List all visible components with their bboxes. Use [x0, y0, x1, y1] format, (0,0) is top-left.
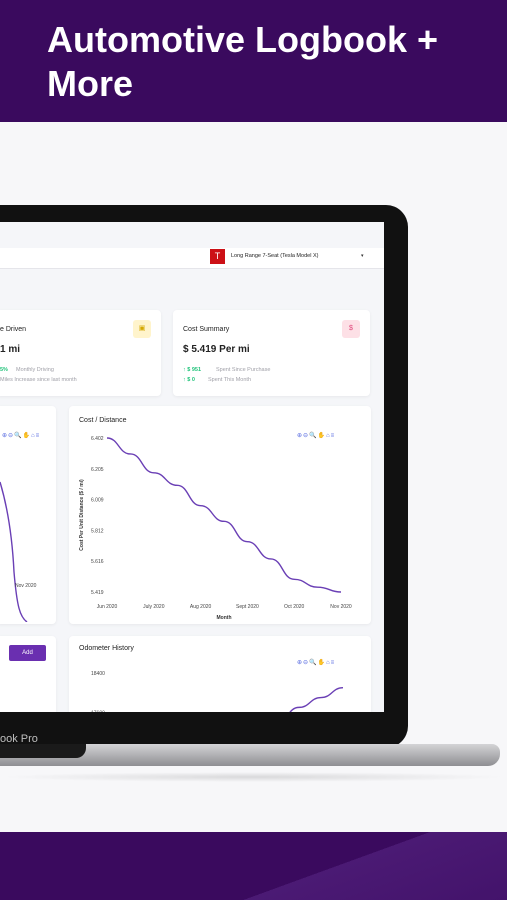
x-tick-label: Jun 2020: [97, 604, 118, 610]
odometer-chart: 18400 17600: [91, 671, 344, 712]
monthly-driving-value: 5%: [0, 367, 8, 373]
cost-summary-title: Cost Summary: [183, 326, 230, 333]
mileage-series-line: [0, 481, 28, 622]
cost-distance-chart: 6.402 6.205 6.009 5.812 5.616 5.419 Jun 2020 Ju…: [79, 436, 352, 621]
tesla-logo-icon: T: [210, 249, 225, 264]
y-tick-label: 5.419: [91, 590, 104, 596]
x-tick-label: Sept 2020: [236, 604, 259, 610]
laptop-label: ook Pro: [0, 733, 38, 745]
y-tick-label: 5.616: [91, 559, 104, 565]
mileage-value: 1 mi: [0, 344, 21, 355]
spent-since-purchase-value: ↑ $ 951: [183, 367, 202, 373]
chevron-down-icon[interactable]: ▾: [361, 253, 364, 259]
spent-since-purchase-label: Spent Since Purchase: [216, 367, 271, 373]
odometer-series-line: [289, 686, 344, 712]
x-tick-label: Oct 2020: [284, 604, 305, 610]
spent-this-month-label: Spent This Month: [208, 377, 252, 383]
spent-this-month-value: ↑ $ 0: [183, 377, 195, 383]
laptop-base: [0, 744, 500, 766]
app-screen: T Long Range 7-Seat (Tesla Model X) ▾ e …: [0, 222, 384, 712]
x-axis-title: Month: [217, 615, 232, 621]
cost-series-line: [106, 437, 342, 593]
cost-distance-title: Cost / Distance: [79, 417, 127, 424]
vehicle-selector[interactable]: Long Range 7-Seat (Tesla Model X): [231, 253, 319, 259]
monthly-driving-label: Monthly Driving: [16, 367, 54, 373]
y-tick-label: 17600: [91, 710, 105, 712]
y-axis-title: Cost Per Unit Distance ($ / mi): [79, 479, 85, 551]
footer-banner: [0, 832, 507, 900]
spent-since-purchase-amount: $ 951: [187, 367, 202, 373]
money-icon: $: [342, 320, 360, 338]
x-tick-label: July 2020: [143, 604, 165, 610]
laptop-notch: [0, 744, 86, 758]
mileage-card-title: e Driven: [0, 326, 27, 333]
cost-summary-card: [173, 310, 370, 396]
y-tick-label: 6.205: [91, 467, 104, 473]
chart-toolbar[interactable]: ⊕⊖🔍✋⌂≡: [2, 433, 41, 439]
app-header: [0, 248, 384, 269]
y-tick-label: 18400: [91, 671, 105, 677]
calendar-icon: ▣: [133, 320, 151, 338]
y-tick-label: 5.812: [91, 528, 104, 534]
mileage-chart-card: [0, 406, 56, 624]
y-tick-label: 6.009: [91, 498, 104, 504]
mileage-chart: [0, 481, 28, 622]
y-tick-label: 6.402: [91, 436, 104, 442]
x-tick-label: Nov 2020: [330, 604, 352, 610]
cost-chart-toolbar[interactable]: ⊕⊖🔍✋⌂≡: [297, 433, 336, 439]
miles-increase-label: Miles Increase since last month: [0, 377, 77, 383]
add-button[interactable]: Add: [9, 645, 46, 661]
header-banner: [0, 0, 507, 122]
x-tick-label: Aug 2020: [190, 604, 212, 610]
spent-this-month-amount: $ 0: [187, 377, 195, 383]
odometer-chart-toolbar[interactable]: ⊕⊖🔍✋⌂≡: [297, 660, 336, 666]
mileage-chart-x-label: Nov 2020: [15, 583, 37, 589]
banner-title: Automotive Logbook + More: [47, 19, 438, 104]
laptop-shadow: [0, 772, 507, 782]
odometer-card: [69, 636, 371, 712]
odometer-title: Odometer History: [79, 645, 134, 652]
cost-summary-value: $ 5.419 Per mi: [183, 344, 250, 355]
